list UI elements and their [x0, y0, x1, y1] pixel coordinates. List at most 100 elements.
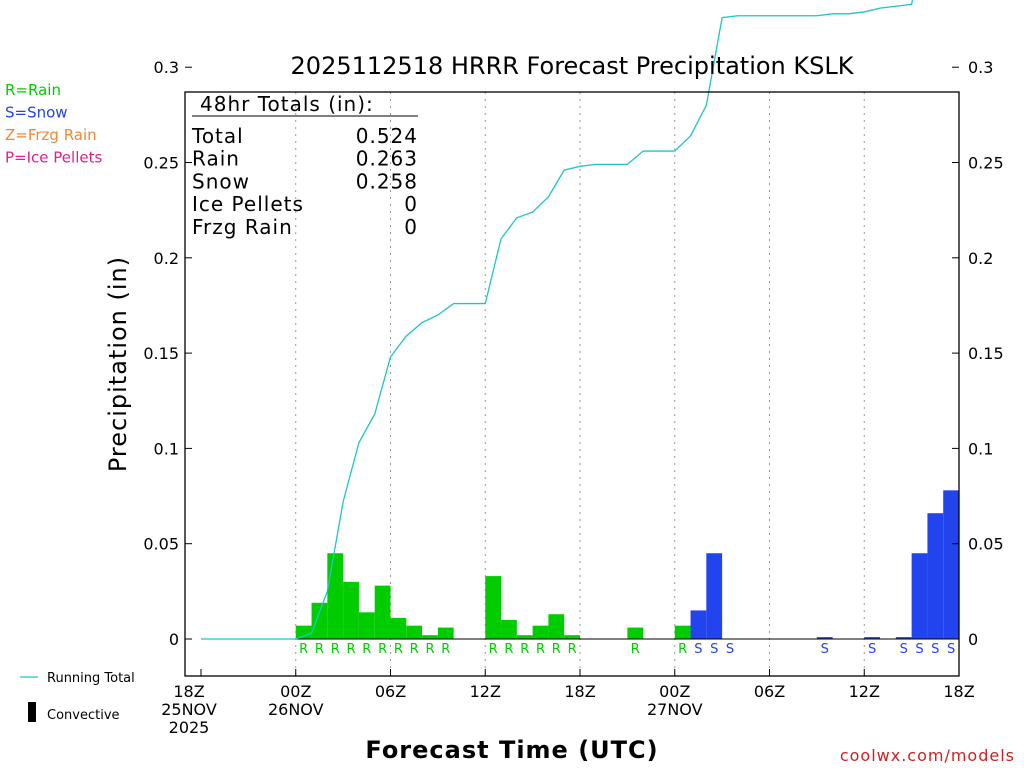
precip-bar	[516, 635, 533, 639]
totals-row-label: Snow	[192, 169, 250, 193]
y-tick-label-right: 0.15	[968, 344, 1004, 363]
totals-rows: Total 0.524 Rain 0.263 Snow 0.258 Ice Pellets 0…	[191, 124, 418, 239]
totals-row-label: Rain	[192, 147, 240, 171]
convective-legend-label: Convective	[47, 708, 120, 723]
ptype-marker: R	[631, 642, 640, 657]
precip-bar	[674, 625, 691, 639]
x-tick-label: 2025	[169, 718, 210, 737]
y-tick-label: 0.1	[154, 439, 179, 458]
legend-type-item: R=Rain	[5, 81, 61, 99]
x-tick-label: 00Z	[659, 682, 690, 701]
ptype-marker: S	[931, 642, 939, 657]
ptype-marker: R	[394, 642, 403, 657]
y-tick-label-right: 0.25	[968, 154, 1004, 173]
precip-bar	[564, 635, 580, 639]
x-tick-label: 00Z	[280, 682, 311, 701]
x-tick-label: 06Z	[375, 682, 406, 701]
y-tick-label-right: 0.05	[968, 535, 1004, 554]
y-tick-label: 0.05	[143, 535, 179, 554]
totals-row-value: 0	[404, 192, 418, 216]
x-tick-label: 27NOV	[647, 700, 703, 719]
ptype-marker: R	[678, 642, 687, 657]
totals-row-label: Ice Pellets	[192, 192, 304, 216]
ptype-marker: R	[410, 642, 419, 657]
y-axis-label: Precipitation (in)	[104, 256, 132, 472]
hourly-bars	[295, 490, 959, 639]
x-tick-label: 06Z	[754, 682, 785, 701]
ptype-marker: R	[378, 642, 387, 657]
totals-box: 48hr Totals (in): Total 0.524 Rain 0.263 Sno…	[191, 92, 418, 239]
x-tick-label: 12Z	[470, 682, 501, 701]
ptype-marker: R	[536, 642, 545, 657]
precip-bar	[864, 637, 881, 639]
precip-bar	[358, 612, 375, 639]
ptype-marker: R	[441, 642, 450, 657]
precip-bar	[911, 553, 928, 639]
ptype-marker: R	[346, 642, 355, 657]
ptype-marker: S	[947, 642, 955, 657]
credit-text: coolwx.com/models	[840, 746, 1015, 765]
precip-bar	[374, 585, 391, 639]
running-total-legend-label: Running Total	[47, 671, 135, 686]
precip-bar	[390, 618, 407, 639]
totals-row-value: 0.258	[356, 169, 418, 193]
precip-bar	[816, 637, 833, 639]
precip-bar	[406, 625, 423, 639]
ptype-marker: R	[568, 642, 577, 657]
precip-bar	[706, 553, 723, 639]
y-tick-label: 0.3	[154, 58, 179, 77]
x-tick-label: 18Z	[943, 682, 974, 701]
ptype-marker: S	[915, 642, 923, 657]
chart-title: 2025112518 HRRR Forecast Precipitation K…	[291, 52, 855, 80]
precip-bar	[943, 490, 959, 639]
convective-swatch	[28, 702, 36, 722]
precip-bar	[532, 625, 549, 639]
precip-bar	[548, 614, 565, 639]
precip-bar	[343, 581, 359, 639]
plot-frame	[184, 91, 960, 677]
precip-bar	[311, 602, 328, 639]
precip-bar	[501, 619, 517, 639]
y-tick-label: 0.2	[154, 249, 179, 268]
ptype-marker: R	[362, 642, 371, 657]
bottom-legend: Running Total Convective	[20, 671, 135, 723]
totals-row-value: 0.524	[356, 124, 418, 148]
precip-bar	[627, 627, 644, 639]
x-tick-label: 26NOV	[268, 700, 324, 719]
precip-bar	[422, 635, 438, 639]
x-tick-label: 18Z	[564, 682, 595, 701]
precip-bar	[327, 553, 344, 639]
totals-row-label: Total	[191, 124, 244, 148]
legend-type-item: S=Snow	[5, 104, 68, 122]
y-tick-label-right: 0.2	[968, 249, 993, 268]
ptype-marker: S	[868, 642, 876, 657]
x-tick-label: 25NOV	[161, 700, 217, 719]
totals-header: 48hr Totals (in):	[200, 92, 374, 116]
y-tick-label: 0.15	[143, 344, 179, 363]
precip-bar	[895, 637, 912, 639]
y-tick-label-right: 0	[968, 630, 978, 649]
running-total-line	[201, 0, 914, 640]
totals-row-value: 0	[404, 215, 418, 239]
y-axis-left: 0.550.50.450.40.350.30.250.20.150.10.050	[143, 58, 192, 649]
y-axis-right: 0.550.50.450.40.350.30.250.20.150.10.050	[952, 58, 1004, 649]
y-tick-label-right: 0.1	[968, 439, 993, 458]
ptype-marker: S	[726, 642, 734, 657]
ptype-marker: R	[425, 642, 434, 657]
ptype-marker: S	[710, 642, 718, 657]
ptype-marker: S	[821, 642, 829, 657]
totals-row-label: Frzg Rain	[192, 215, 293, 239]
y-tick-label-right: 0.3	[968, 58, 993, 77]
ptype-marker: R	[552, 642, 561, 657]
x-tick-label: 18Z	[173, 682, 204, 701]
ptype-marker: R	[520, 642, 529, 657]
ptype-marker: S	[694, 642, 702, 657]
precip-bar	[485, 576, 502, 639]
precip-type-legend: R=Rain S=Snow Z=Frzg Rain P=Ice Pellets	[5, 81, 102, 167]
ptype-marker: R	[489, 642, 498, 657]
y-tick-label: 0	[169, 630, 179, 649]
totals-row-value: 0.263	[356, 147, 418, 171]
